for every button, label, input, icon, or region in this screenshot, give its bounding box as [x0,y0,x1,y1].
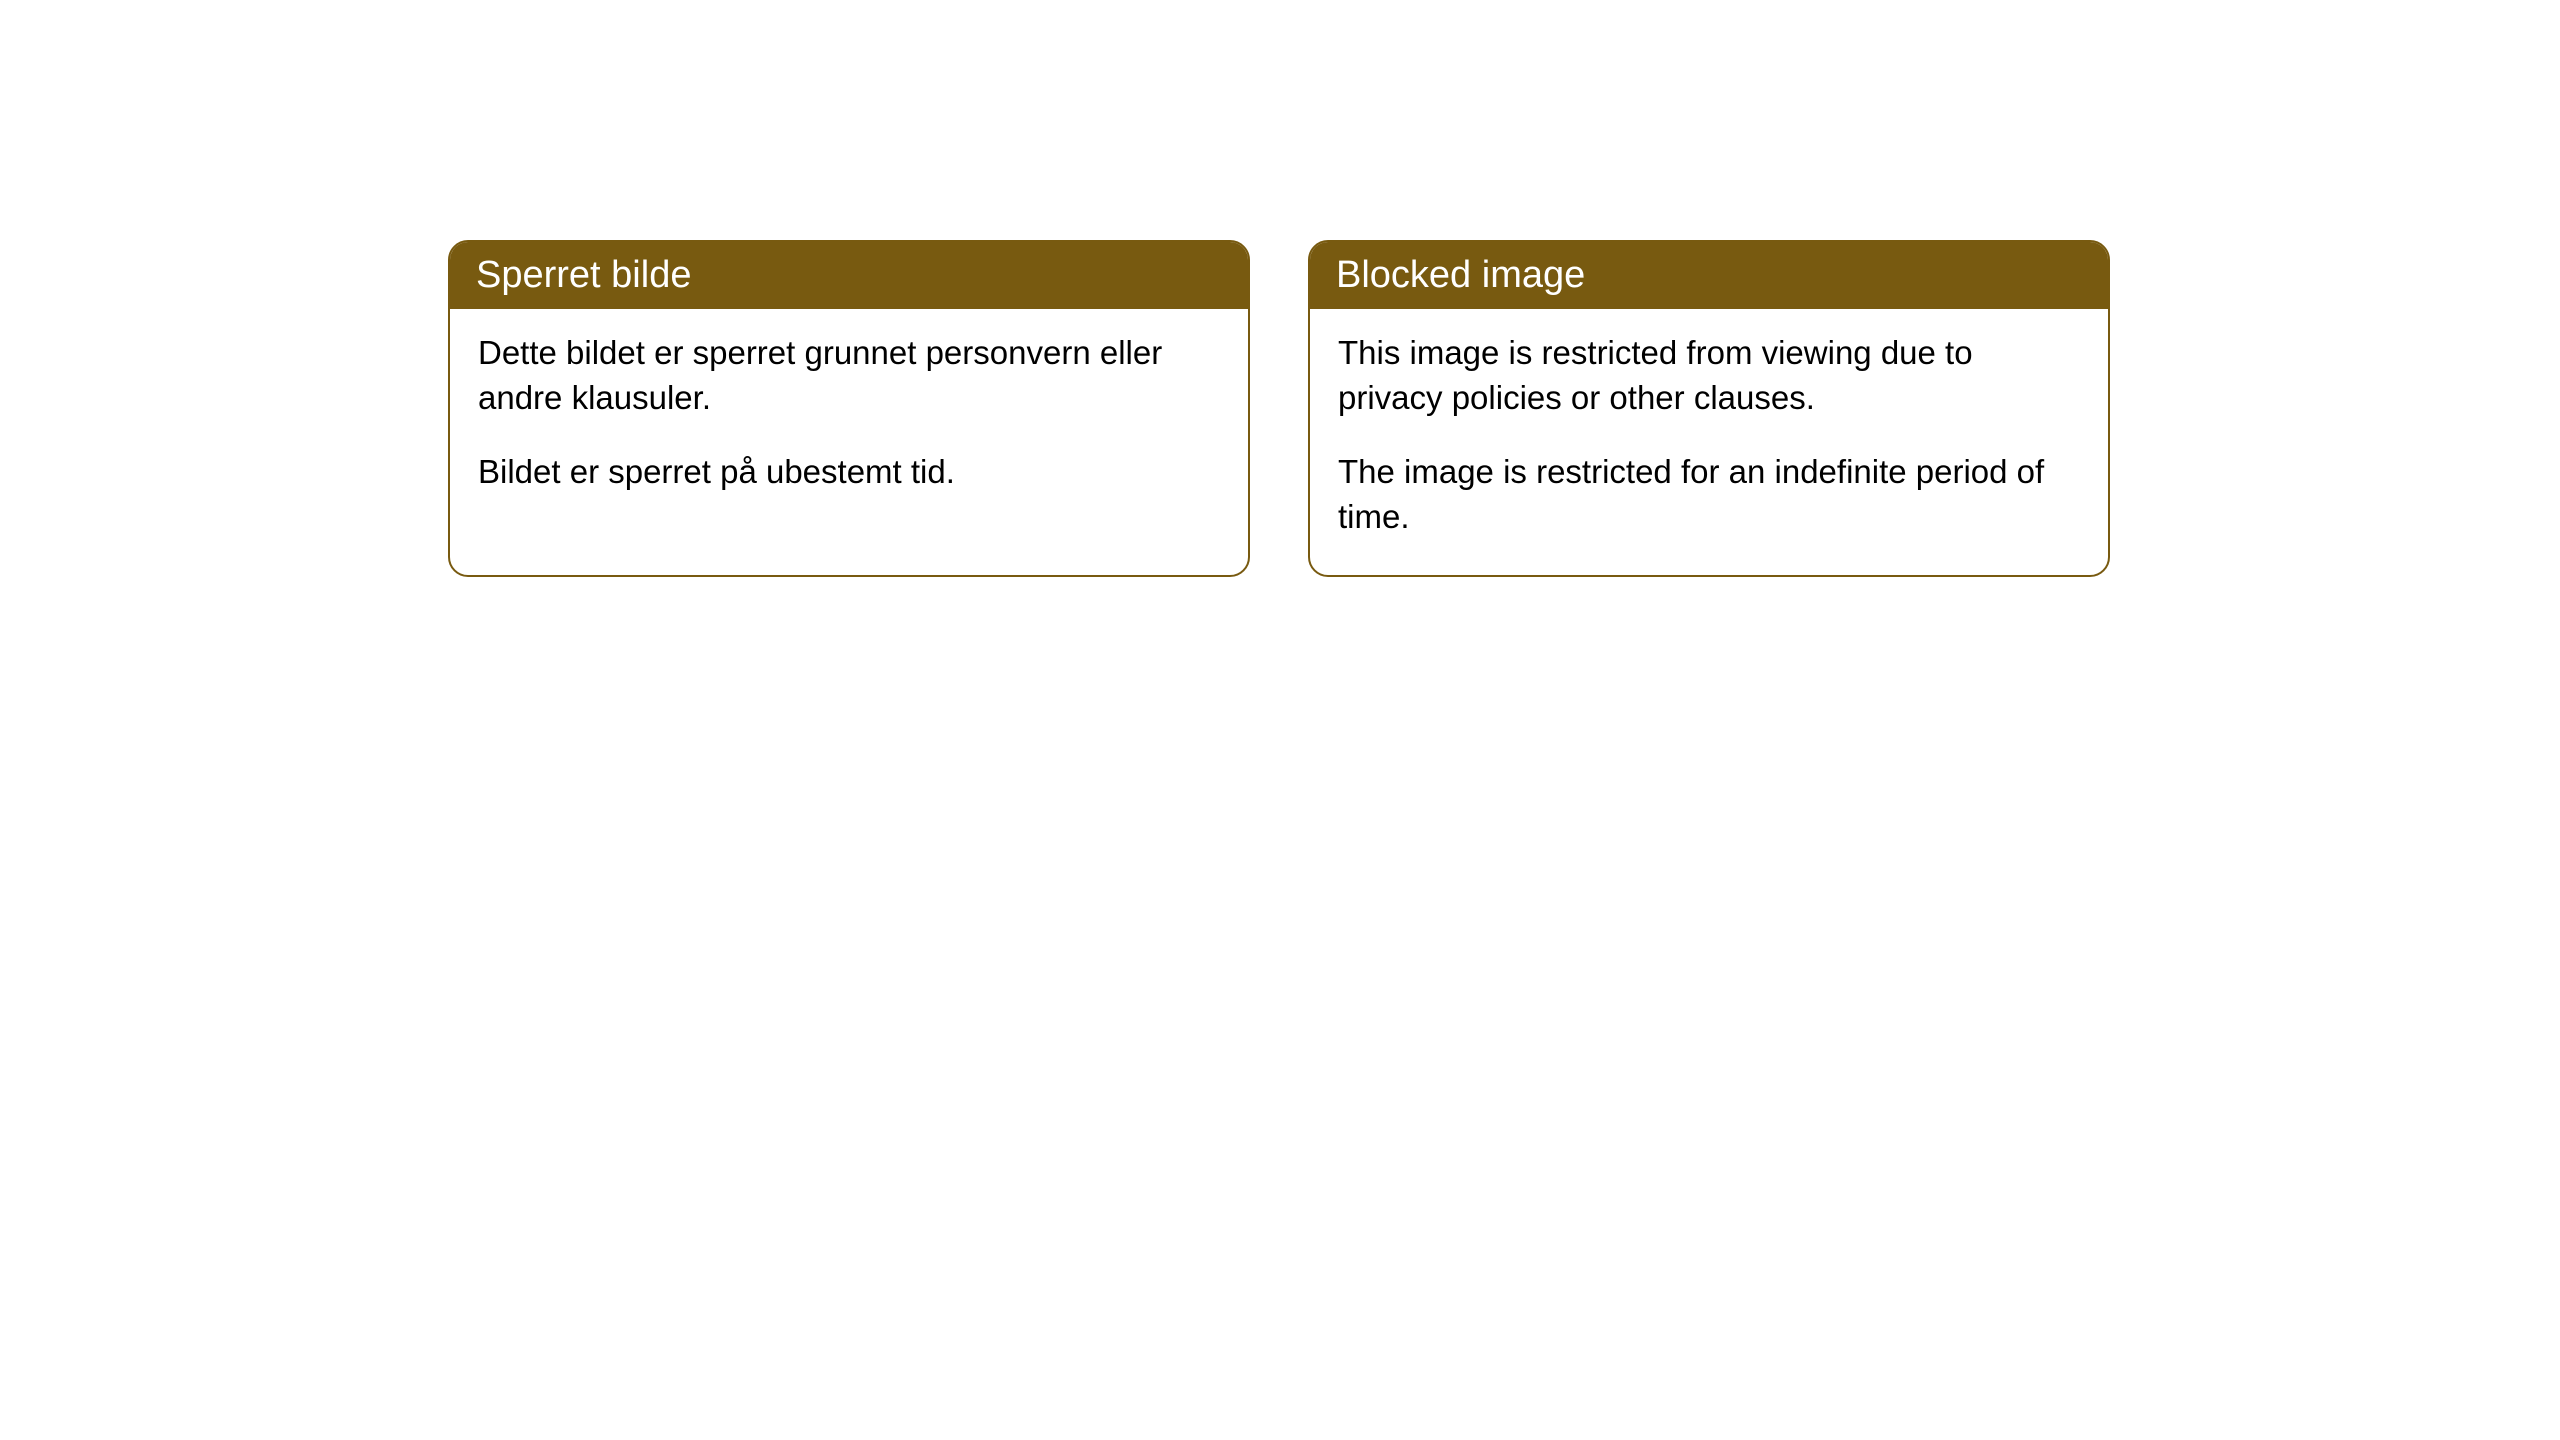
cards-container: Sperret bilde Dette bildet er sperret gr… [448,240,2560,577]
card-norwegian: Sperret bilde Dette bildet er sperret gr… [448,240,1250,577]
card-paragraph-2: Bildet er sperret på ubestemt tid. [478,450,1220,495]
card-body-english: This image is restricted from viewing du… [1310,309,2108,575]
card-paragraph-1: This image is restricted from viewing du… [1338,331,2080,420]
card-english: Blocked image This image is restricted f… [1308,240,2110,577]
card-paragraph-1: Dette bildet er sperret grunnet personve… [478,331,1220,420]
card-paragraph-2: The image is restricted for an indefinit… [1338,450,2080,539]
card-body-norwegian: Dette bildet er sperret grunnet personve… [450,309,1248,531]
card-header-norwegian: Sperret bilde [450,242,1248,309]
card-header-english: Blocked image [1310,242,2108,309]
